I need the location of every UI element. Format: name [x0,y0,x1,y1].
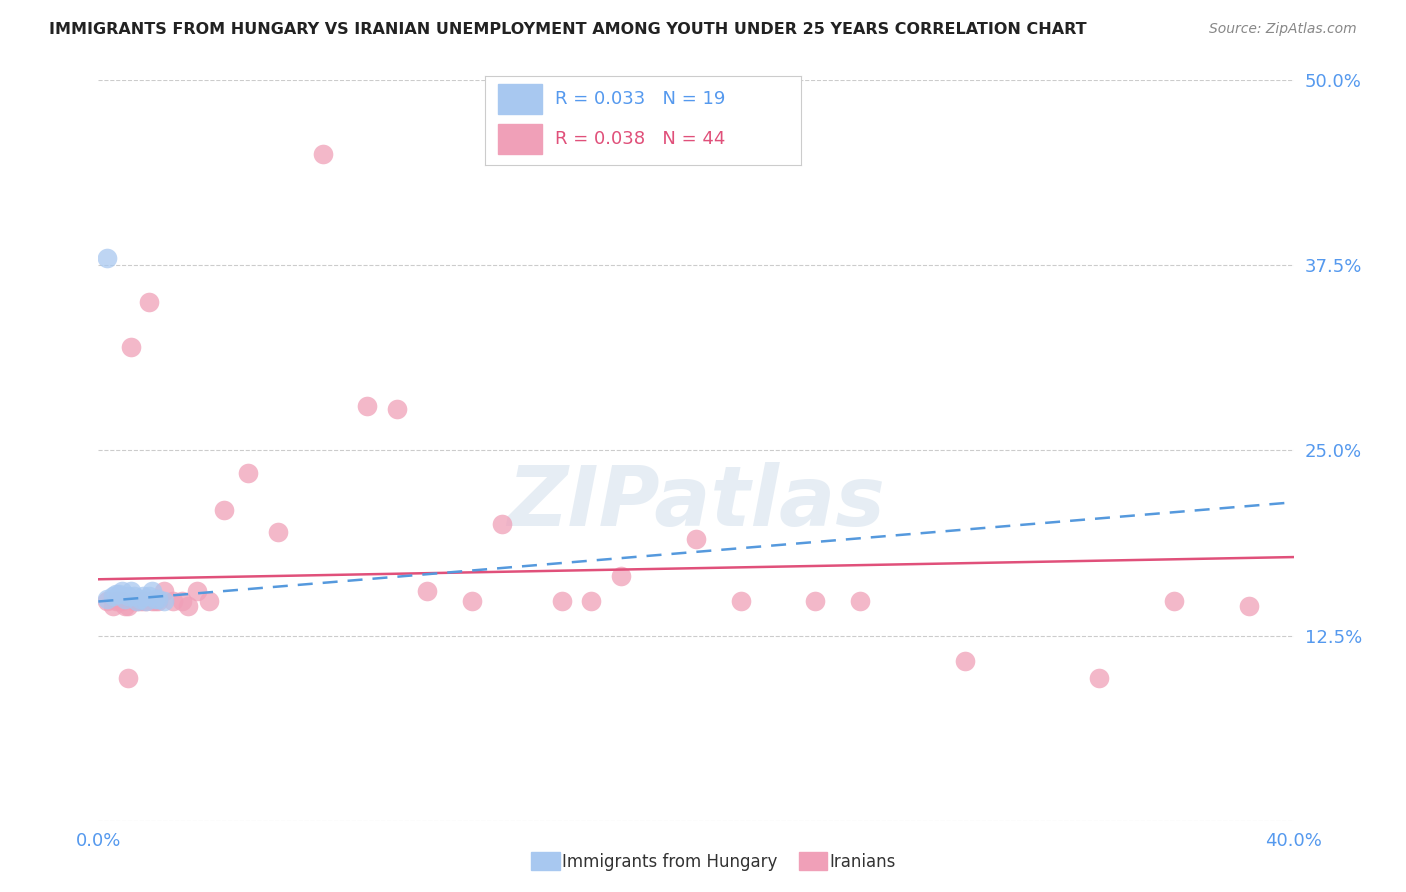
Point [186,584,208,599]
Point [103,589,125,603]
Point [96,591,118,606]
Point [138,295,160,310]
Point [135,594,157,608]
Point [172,594,194,608]
Point [804,594,827,608]
Point [96,594,118,608]
Text: IMMIGRANTS FROM HUNGARY VS IRANIAN UNEMPLOYMENT AMONG YOUTH UNDER 25 YEARS CORRE: IMMIGRANTS FROM HUNGARY VS IRANIAN UNEMP… [49,22,1087,37]
Point [356,399,378,413]
Point [96,251,118,265]
Bar [498,124,541,154]
Text: Source: ZipAtlas.com: Source: ZipAtlas.com [1209,22,1357,37]
Point [141,584,163,599]
Point [581,594,603,608]
Point [132,594,155,608]
Point [1088,672,1111,686]
Point [236,466,259,480]
Point [461,594,484,608]
Point [610,569,633,583]
Point [111,594,134,608]
Point [114,591,136,606]
Point [117,599,139,613]
Point [953,654,976,668]
Text: R = 0.038   N = 44: R = 0.038 N = 44 [554,130,725,148]
Point [212,502,235,516]
Point [114,599,136,613]
Point [105,594,128,608]
Text: Iranians: Iranians [830,853,896,871]
Point [108,587,131,601]
Point [132,589,155,603]
Bar [498,84,541,114]
Point [108,594,131,608]
Point [148,594,170,608]
Point [730,594,752,608]
Point [135,594,157,608]
Text: ZIPatlas: ZIPatlas [508,462,884,543]
Point [153,594,176,608]
Point [129,594,152,608]
Point [124,594,146,608]
Point [127,594,149,608]
Point [117,589,139,603]
Point [138,589,160,603]
Point [267,524,290,539]
Point [129,591,152,606]
Point [148,591,170,606]
Point [103,599,125,613]
Point [127,594,149,608]
Point [162,594,184,608]
Point [111,584,134,599]
Point [550,594,572,608]
Point [143,594,166,608]
Point [141,594,163,608]
Point [120,584,142,599]
Point [153,584,176,599]
Point [311,147,333,161]
Point [1163,594,1185,608]
Point [1237,599,1260,613]
Point [685,533,707,547]
Point [177,599,200,613]
Point [416,584,439,599]
Point [143,591,166,606]
Point [105,587,128,601]
Point [120,340,142,354]
Point [385,402,409,417]
Point [124,589,146,603]
Point [198,594,221,608]
Text: R = 0.033   N = 19: R = 0.033 N = 19 [554,90,725,108]
Point [117,672,139,686]
Text: Immigrants from Hungary: Immigrants from Hungary [562,853,778,871]
Point [849,594,872,608]
Point [491,517,513,532]
